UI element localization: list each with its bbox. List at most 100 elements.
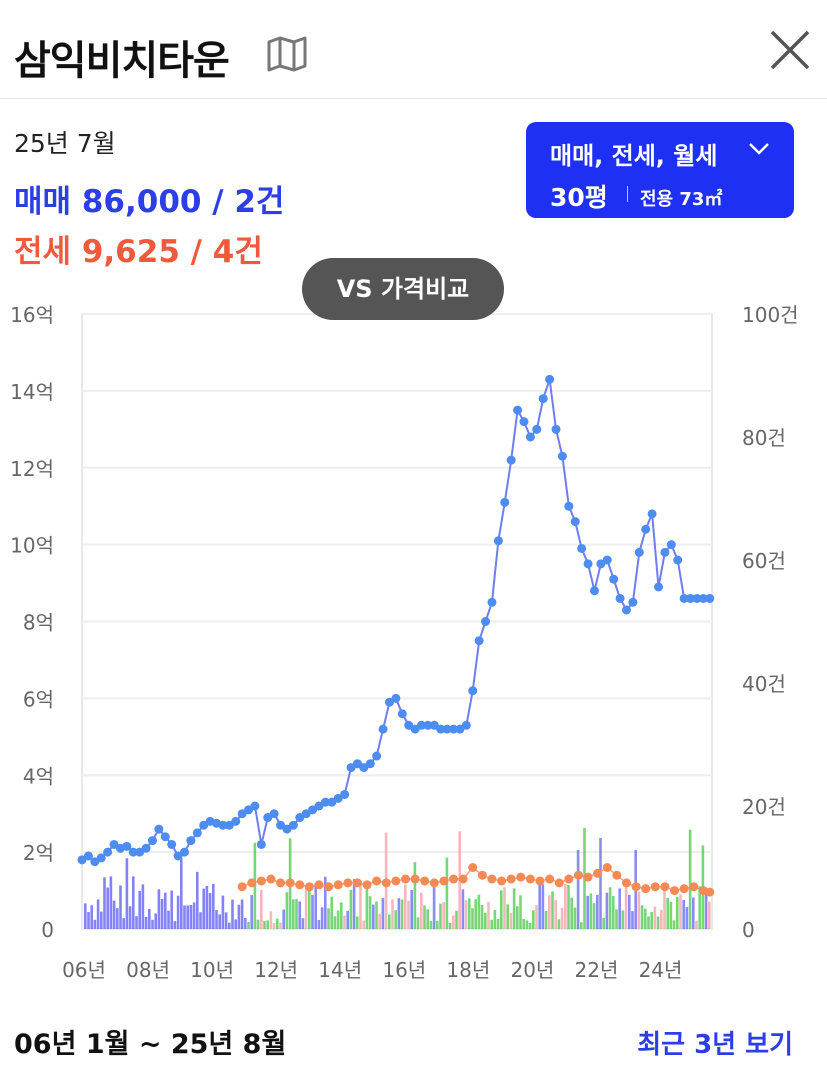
data-point: [429, 878, 439, 888]
volume-bar: [535, 905, 538, 929]
volume-bar: [439, 903, 442, 929]
data-point: [545, 874, 555, 884]
x-tick-label: 16년: [382, 958, 426, 982]
volume-bar: [212, 883, 215, 929]
data-point: [423, 720, 433, 730]
volume-bar: [618, 888, 621, 929]
volume-bar: [304, 886, 308, 929]
data-point: [320, 797, 330, 807]
y-left-tick-label: 8억: [23, 611, 54, 635]
data-point: [573, 870, 583, 880]
data-point: [525, 874, 535, 884]
compare-price-button[interactable]: VS 가격비교: [302, 258, 504, 320]
volume-bar: [490, 919, 493, 929]
map-icon[interactable]: [266, 36, 308, 72]
data-point: [365, 759, 375, 769]
y-left-tick-label: 12억: [10, 457, 54, 481]
data-point: [641, 884, 651, 894]
volume-bar: [365, 886, 369, 929]
volume-bar: [410, 889, 413, 929]
volume-bar: [496, 918, 500, 929]
volume-bar: [352, 879, 356, 929]
data-point: [269, 809, 279, 819]
jeonse-summary: 전세 9,625 / 4건: [14, 234, 263, 270]
data-point: [397, 709, 407, 719]
data-point: [516, 872, 526, 882]
volume-bar: [448, 922, 452, 929]
recent-3-years-link[interactable]: 최근 3년 보기: [637, 1030, 793, 1060]
data-point: [141, 843, 151, 853]
data-point: [324, 882, 334, 892]
data-point: [442, 724, 452, 734]
volume-bar: [96, 899, 100, 929]
data-point: [160, 832, 170, 842]
volume-bar: [503, 887, 506, 929]
close-icon[interactable]: [766, 26, 814, 74]
data-point: [654, 582, 664, 592]
data-point: [276, 878, 286, 888]
volume-bar: [375, 901, 378, 929]
data-point: [340, 789, 350, 799]
volume-bar: [138, 890, 141, 929]
deal-filter-button[interactable]: 매매, 전세, 월세 30평 전용 73㎡: [526, 122, 794, 218]
volume-bar: [356, 916, 359, 929]
volume-bar: [192, 902, 196, 929]
volume-bar: [141, 884, 145, 929]
x-tick-label: 18년: [446, 958, 490, 982]
volume-bar: [285, 892, 289, 929]
data-point: [468, 863, 478, 872]
data-point: [698, 593, 708, 603]
volume-bar: [615, 909, 618, 929]
volume-bar: [308, 887, 311, 929]
volume-bar: [416, 917, 420, 929]
volume-bar: [461, 889, 465, 929]
volume-bar: [519, 895, 522, 929]
data-point: [615, 593, 625, 603]
volume-bar: [144, 916, 148, 929]
volume-bar: [471, 908, 474, 929]
volume-bar: [442, 902, 445, 929]
volume-bar: [279, 922, 282, 929]
data-point: [670, 886, 680, 896]
volume-bar: [708, 901, 711, 929]
data-point: [686, 593, 696, 603]
volume-bars: [84, 827, 711, 929]
volume-bar: [122, 918, 125, 929]
y-right-tick-label: 100건: [742, 303, 799, 327]
volume-bar: [589, 893, 593, 929]
data-point: [506, 455, 516, 465]
volume-bar: [311, 894, 314, 929]
volume-bar: [381, 897, 385, 929]
volume-bar: [199, 912, 202, 929]
volume-bar: [183, 905, 186, 929]
y-left-tick-label: 0: [41, 918, 54, 942]
data-point: [458, 874, 468, 884]
volume-bar: [218, 914, 221, 929]
volume-bar: [602, 917, 605, 929]
volume-bar: [109, 876, 113, 929]
volume-bar: [650, 911, 653, 929]
data-point: [493, 536, 503, 546]
data-point: [602, 555, 612, 565]
data-point: [506, 874, 516, 884]
volume-bar: [368, 896, 372, 929]
volume-bar: [205, 885, 209, 929]
volume-bar: [282, 909, 285, 929]
volume-bar: [516, 906, 519, 929]
volume-bar: [452, 915, 455, 929]
volume-bar: [544, 910, 548, 929]
volume-bar: [640, 905, 644, 929]
size-label: 30평: [550, 183, 608, 212]
volume-bar: [407, 900, 410, 929]
data-point: [167, 839, 177, 849]
volume-bar: [250, 895, 253, 929]
volume-bar: [276, 918, 279, 929]
data-point: [420, 876, 430, 886]
data-point: [641, 524, 651, 534]
volume-bar: [612, 896, 615, 929]
volume-bar: [256, 919, 260, 929]
volume-bar: [704, 889, 708, 929]
data-point: [660, 547, 670, 557]
volume-bar: [541, 884, 545, 929]
data-point: [250, 801, 260, 811]
